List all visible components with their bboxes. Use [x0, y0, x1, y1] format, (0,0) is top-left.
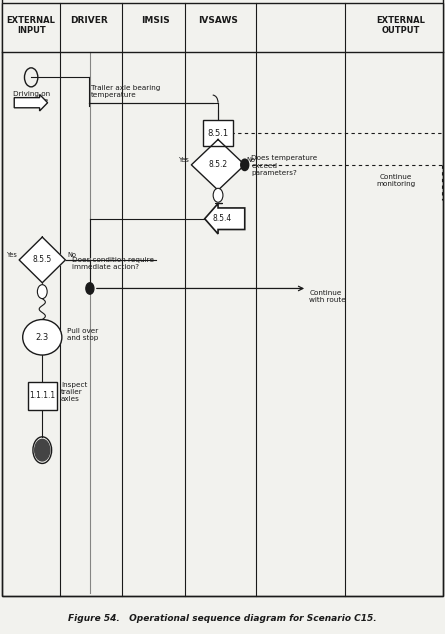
Text: Continue
monitoring: Continue monitoring — [376, 174, 416, 188]
Circle shape — [35, 439, 50, 461]
Circle shape — [213, 188, 223, 202]
FancyBboxPatch shape — [2, 3, 443, 52]
Text: Pull over
and stop: Pull over and stop — [67, 328, 99, 340]
Text: Inspect
trailer
axles: Inspect trailer axles — [61, 382, 87, 403]
Text: 8.5.5: 8.5.5 — [32, 256, 52, 264]
Text: Trailer axle bearing
temperature: Trailer axle bearing temperature — [91, 84, 161, 98]
Text: 8.5.1: 8.5.1 — [207, 129, 229, 138]
Circle shape — [241, 159, 249, 171]
FancyArrow shape — [14, 94, 48, 111]
Text: No: No — [67, 252, 76, 258]
Text: Driving on
interstate: Driving on interstate — [12, 91, 50, 105]
Text: 8.5.2: 8.5.2 — [209, 160, 227, 169]
Text: Yes: Yes — [7, 252, 17, 258]
Text: EXTERNAL
OUTPUT: EXTERNAL OUTPUT — [376, 16, 425, 36]
Text: IVSAWS: IVSAWS — [198, 16, 238, 25]
FancyArrow shape — [205, 204, 245, 234]
Text: 1.1.1.1: 1.1.1.1 — [29, 391, 55, 400]
Text: IMSIS: IMSIS — [142, 16, 170, 25]
Text: Does condition require
immediate action?: Does condition require immediate action? — [72, 257, 154, 270]
FancyBboxPatch shape — [203, 120, 233, 146]
Text: Does temperature
exceed
parameters?: Does temperature exceed parameters? — [251, 155, 318, 176]
Ellipse shape — [23, 320, 62, 355]
Polygon shape — [19, 237, 65, 283]
Text: 2.3: 2.3 — [36, 333, 49, 342]
Text: Continue
with route: Continue with route — [309, 290, 346, 304]
Text: EXTERNAL
INPUT: EXTERNAL INPUT — [7, 16, 56, 36]
Polygon shape — [191, 139, 245, 190]
Text: DRIVER: DRIVER — [70, 16, 108, 25]
Circle shape — [86, 283, 94, 294]
Text: Yes: Yes — [179, 157, 190, 163]
Text: Figure 54.   Operational sequence diagram for Scenario C15.: Figure 54. Operational sequence diagram … — [68, 614, 377, 623]
FancyBboxPatch shape — [28, 382, 57, 410]
Text: No: No — [247, 157, 255, 163]
Text: 8.5.4: 8.5.4 — [213, 214, 232, 223]
Circle shape — [37, 285, 47, 299]
